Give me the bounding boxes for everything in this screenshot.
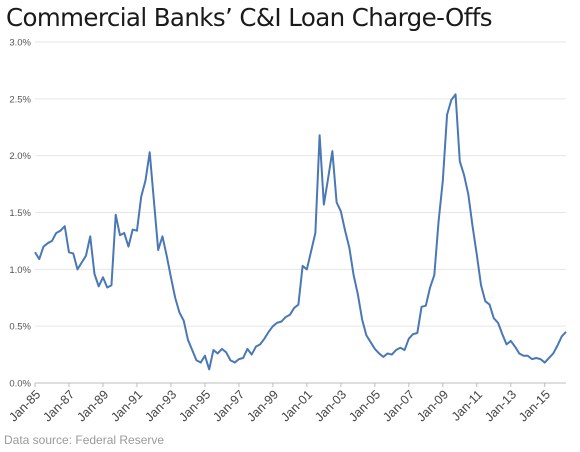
y-tick-label: 2.0%: [9, 151, 31, 162]
x-tick-label: Jan-85: [6, 387, 43, 424]
x-axis-tick-labels: Jan-85Jan-87Jan-89Jan-91Jan-93Jan-95Jan-…: [6, 383, 553, 424]
y-tick-label: 1.5%: [9, 208, 31, 219]
x-tick-label: Jan-91: [108, 387, 145, 424]
chart-title: Commercial Banks’ C&I Loan Charge-Offs: [6, 3, 493, 32]
x-tick-label: Jan-11: [449, 387, 485, 423]
data-source-note: Data source: Federal Reserve: [4, 433, 165, 447]
x-tick-label: Jan-01: [278, 387, 315, 424]
y-tick-label: 0.0%: [9, 379, 31, 390]
x-tick-label: Jan-99: [244, 387, 281, 424]
x-tick-label: Jan-13: [482, 387, 519, 424]
series-line-charge-offs: [34, 93, 567, 371]
x-tick-label: Jan-03: [312, 387, 349, 424]
x-tick-label: Jan-07: [380, 387, 417, 424]
x-tick-label: Jan-93: [142, 387, 179, 424]
x-tick-label: Jan-05: [346, 387, 383, 424]
y-axis-tick-labels: 0.0% 0.5% 1.0% 1.5% 2.0% 2.5% 3.0%: [9, 38, 31, 390]
y-tick-label: 2.5%: [9, 94, 31, 105]
y-tick-label: 0.5%: [9, 322, 31, 333]
y-tick-label: 3.0%: [9, 38, 31, 49]
gridlines: [35, 41, 566, 327]
y-tick-label: 1.0%: [9, 265, 31, 276]
x-tick-label: Jan-95: [176, 387, 213, 424]
x-tick-label: Jan-89: [74, 387, 111, 424]
x-tick-label: Jan-97: [210, 387, 247, 424]
x-tick-label: Jan-87: [40, 387, 77, 424]
x-tick-label: Jan-15: [516, 387, 553, 424]
x-tick-label: Jan-09: [414, 387, 451, 424]
